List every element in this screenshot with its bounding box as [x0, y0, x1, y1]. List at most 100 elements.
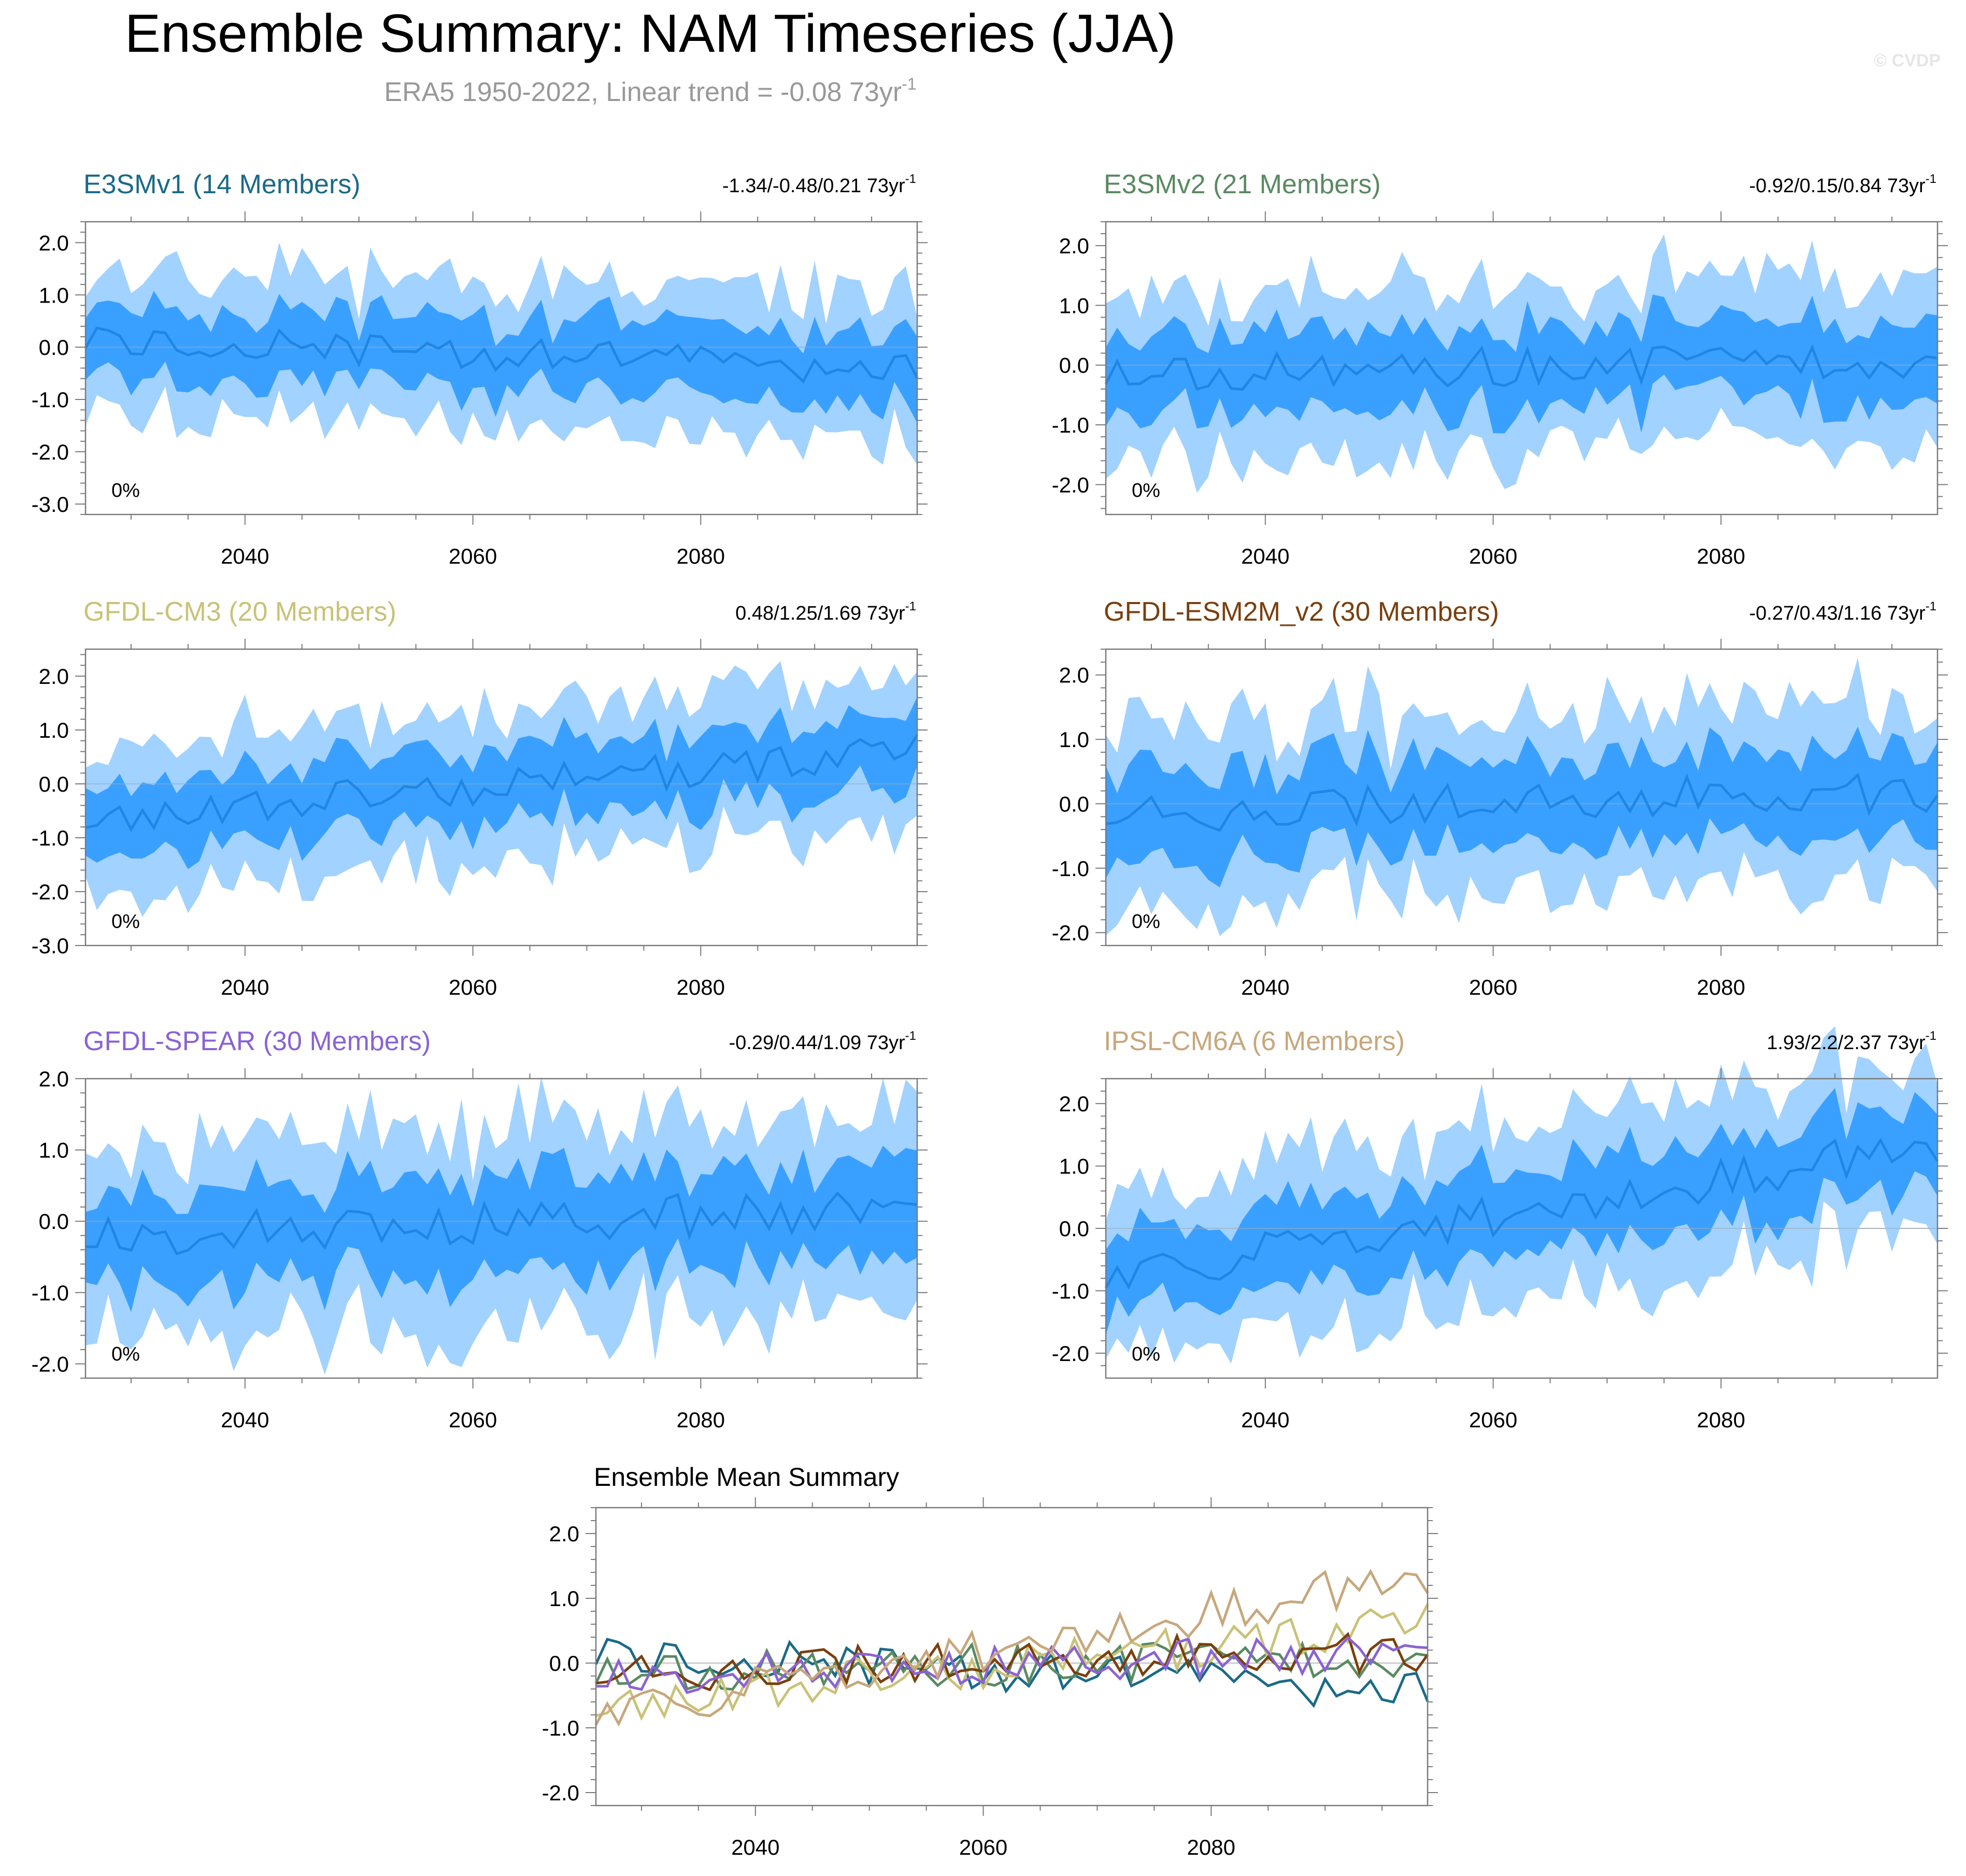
y-tick-label: 2.0 [1059, 663, 1089, 688]
panel-title: E3SMv2 (21 Members) [1104, 169, 1381, 199]
x-tick-label: 2080 [1697, 975, 1745, 999]
series-line-gfdl-cm3 [595, 1603, 1429, 1721]
x-tick-label: 2080 [677, 1408, 725, 1432]
x-tick-label: 2080 [1697, 544, 1745, 568]
series-line-gfdl-esm2m-v2 [595, 1631, 1429, 1692]
x-tick-label: 2040 [1241, 544, 1289, 568]
y-tick-label: -1.0 [1052, 856, 1089, 881]
y-tick-label: 2.0 [1059, 1092, 1089, 1116]
y-tick-label: 1.0 [39, 283, 69, 307]
subtitle-text: ERA5 1950-2022, Linear trend = -0.08 73y… [384, 77, 902, 107]
x-tick-label: 2040 [731, 1835, 779, 1859]
y-tick-label: -1.0 [32, 826, 69, 850]
percent-label: 0% [1132, 911, 1160, 933]
x-tick-label: 2060 [959, 1835, 1007, 1859]
trend-label: 1.93/2.2/2.37 73yr-1 [1766, 1029, 1936, 1054]
y-tick-label: -1.0 [32, 1281, 69, 1305]
series-line-gfdl-spear [595, 1636, 1428, 1694]
ensemble-mean-line [1105, 772, 1939, 832]
panels: E3SMv1 (14 Members) -1.34/-0.48/0.21 73yr… [32, 169, 1948, 1859]
y-tick-label: 1.0 [39, 718, 69, 742]
panel-e3smv2: E3SMv2 (21 Members) -0.92/0.15/0.84 73yr-… [1052, 169, 1948, 568]
y-tick-label: -3.0 [32, 934, 69, 958]
y-tick-label: 2.0 [39, 1067, 69, 1091]
x-tick-label: 2080 [1697, 1408, 1745, 1432]
percent-label: 0% [111, 1343, 140, 1365]
plot-frame [84, 1078, 918, 1379]
x-tick-label: 2060 [1469, 975, 1517, 999]
y-tick-label: -2.0 [1052, 1341, 1089, 1366]
trend-exponent: -1 [1926, 1029, 1936, 1043]
inner-spread-band [86, 291, 917, 423]
trend-text: 1.93/2.2/2.37 73yr [1766, 1032, 1926, 1054]
percent-label: 0% [1132, 480, 1160, 502]
ensemble-mean-line [1104, 344, 1938, 391]
y-tick-label: -1.0 [32, 388, 69, 412]
inner-spread-band [1106, 726, 1937, 887]
plot-frame [595, 1507, 1429, 1807]
y-tick-label: -2.0 [32, 1352, 69, 1376]
panel-gfdl-esm2m-v2: GFDL-ESM2M_v2 (30 Members) -0.27/0.43/1.1… [1052, 597, 1948, 999]
y-tick-label: -1.0 [1052, 1279, 1089, 1303]
trend-text: -0.29/0.44/1.09 73yr [729, 1032, 905, 1054]
y-tick-label: 0.0 [39, 772, 69, 796]
percent-label: 0% [111, 911, 140, 933]
trend-text: 0.48/1.25/1.69 73yr [735, 603, 905, 624]
percent-label: 0% [111, 480, 140, 502]
trend-label: -0.92/0.15/0.84 73yr-1 [1749, 172, 1936, 197]
inner-spread-band [86, 697, 917, 869]
ensemble-mean-line [85, 1191, 918, 1255]
plot-frame [84, 648, 918, 947]
y-tick-label: -2.0 [32, 440, 69, 464]
trend-exponent: -1 [1926, 599, 1936, 613]
percent-label: 0% [1132, 1343, 1160, 1365]
y-tick-label: -3.0 [32, 492, 69, 517]
y-tick-label: -2.0 [542, 1781, 579, 1805]
y-tick-label: 0.0 [1059, 1216, 1089, 1241]
y-tick-label: -2.0 [32, 880, 69, 904]
x-tick-label: 2060 [449, 544, 497, 568]
subtitle-exponent: -1 [902, 75, 916, 93]
x-tick-label: 2040 [221, 544, 269, 568]
y-tick-label: 1.0 [1059, 727, 1089, 752]
trend-label: -1.34/-0.48/0.21 73yr-1 [722, 172, 916, 197]
subtitle: ERA5 1950-2022, Linear trend = -0.08 73y… [384, 75, 916, 107]
plot-frame [1105, 648, 1939, 947]
y-tick-label: 0.0 [1059, 353, 1089, 378]
panel-gfdl-spear: GFDL-SPEAR (30 Members) -0.29/0.44/1.09 7… [32, 1026, 928, 1432]
panel-ipsl-cm6a: IPSL-CM6A (6 Members) 1.93/2.2/2.37 73yr-… [1052, 1026, 1948, 1432]
panel-title: GFDL-SPEAR (30 Members) [83, 1026, 431, 1056]
trend-label: -0.27/0.43/1.16 73yr-1 [1749, 599, 1936, 624]
trend-text: -0.27/0.43/1.16 73yr [1749, 603, 1926, 624]
panel-gfdl-cm3: GFDL-CM3 (20 Members) 0.48/1.25/1.69 73yr… [32, 597, 928, 999]
trend-exponent: -1 [905, 172, 916, 186]
panel-ensemble-mean: Ensemble Mean Summary 2.0 1.0 0.0 -1.0 -2.0 20… [542, 1463, 1438, 1859]
y-tick-label: 2.0 [1059, 234, 1089, 258]
x-tick-label: 2040 [1241, 1408, 1289, 1432]
y-tick-label: 2.0 [549, 1522, 579, 1546]
trend-label: -0.29/0.44/1.09 73yr-1 [729, 1029, 916, 1054]
series-line-ipsl-cm6a [594, 1569, 1429, 1727]
y-tick-label: 2.0 [39, 231, 69, 255]
x-tick-label: 2060 [449, 975, 497, 999]
panel-title: GFDL-CM3 (20 Members) [83, 597, 396, 627]
trend-text: -1.34/-0.48/0.21 73yr [722, 175, 905, 197]
panel-title: Ensemble Mean Summary [594, 1463, 899, 1492]
series-line-e3smv1 [594, 1638, 1429, 1708]
trend-exponent: -1 [1926, 172, 1936, 186]
panel-title: GFDL-ESM2M_v2 (30 Members) [1104, 597, 1499, 627]
y-tick-label: 0.0 [39, 1209, 69, 1234]
ensemble-mean-line [84, 326, 919, 384]
x-tick-label: 2080 [677, 544, 725, 568]
panel-e3smv1: E3SMv1 (14 Members) -1.34/-0.48/0.21 73yr… [32, 169, 928, 568]
ensemble-mean-line [85, 734, 919, 833]
y-tick-label: 0.0 [1059, 792, 1089, 816]
panel-title: E3SMv1 (14 Members) [83, 169, 361, 199]
y-tick-label: -2.0 [1052, 472, 1089, 497]
x-tick-label: 2080 [677, 975, 725, 999]
y-tick-label: -2.0 [1052, 921, 1089, 945]
y-tick-label: 0.0 [549, 1651, 579, 1675]
ensemble-mean-line [1104, 1137, 1939, 1290]
trend-exponent: -1 [905, 599, 916, 613]
